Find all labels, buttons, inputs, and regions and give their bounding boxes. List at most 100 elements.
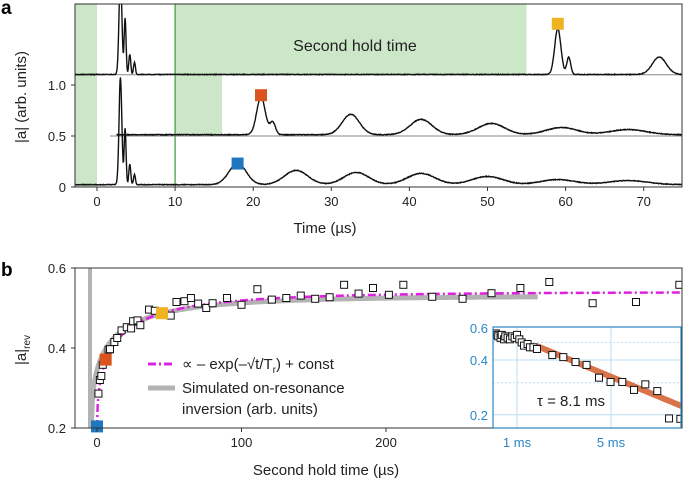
data-point xyxy=(340,280,349,289)
inset-data-point xyxy=(559,353,568,362)
panel-label-a: a xyxy=(1,0,12,19)
highlighted-point xyxy=(99,353,112,366)
y-tick-label: 0.4 xyxy=(48,341,66,356)
inset-data-point xyxy=(595,373,604,382)
x-tick-label: 20 xyxy=(246,194,260,209)
data-point xyxy=(186,294,195,302)
y-tick-label: 0.6 xyxy=(48,261,66,276)
data-point xyxy=(106,345,115,354)
shaded-region xyxy=(175,74,222,136)
x-tick-label: 40 xyxy=(402,194,416,209)
data-point xyxy=(172,298,181,306)
data-point xyxy=(399,280,408,289)
data-point xyxy=(97,372,106,380)
inset-x-tick-label: 5 ms xyxy=(597,435,626,450)
y-tick-label: 1.0 xyxy=(48,78,66,93)
x-tick-label: 50 xyxy=(480,194,494,209)
data-point xyxy=(458,294,467,303)
traces xyxy=(75,4,682,186)
data-point xyxy=(194,299,203,308)
data-point xyxy=(516,284,525,292)
inset-y-tick-label: 0.4 xyxy=(470,353,488,368)
data-point xyxy=(113,334,122,342)
trace-0 xyxy=(75,77,682,186)
inset-annotation: τ = 8.1 ms xyxy=(537,393,605,410)
legend-sim-label: Simulated on-resonance xyxy=(182,380,345,397)
inset-data-point xyxy=(606,377,615,386)
inset-data-point xyxy=(532,344,541,353)
trace-1 xyxy=(116,95,682,137)
panel-a-annotation: Second hold time xyxy=(293,38,417,55)
inset-data-point xyxy=(676,414,681,423)
inset-data-point xyxy=(665,414,674,423)
data-point xyxy=(166,311,175,320)
data-point xyxy=(354,289,363,298)
shaded-region xyxy=(175,3,527,75)
data-point xyxy=(208,299,217,308)
data-point xyxy=(631,298,640,306)
x-tick-label: 70 xyxy=(636,194,650,209)
data-point xyxy=(368,284,377,292)
data-point xyxy=(325,293,334,302)
panel-b: 0 100 200 0.2 0.4 0.6 xyxy=(48,261,683,450)
trace-marker-1 xyxy=(255,89,268,102)
data-point xyxy=(487,289,496,298)
x-tick-label: 30 xyxy=(324,194,338,209)
data-point xyxy=(311,294,320,303)
trace-2 xyxy=(75,4,682,77)
plot-frame xyxy=(74,3,683,188)
inset-data-point xyxy=(582,360,591,369)
legend: ∝ – exp(–√t/Tr) + const Simulated on-res… xyxy=(148,356,345,418)
trace-marker-2 xyxy=(551,17,564,30)
data-point xyxy=(296,291,305,300)
inset-data-point xyxy=(571,358,580,367)
data-point xyxy=(267,295,276,304)
y-tick-label: 0.5 xyxy=(48,129,66,144)
inset-data-point xyxy=(618,377,627,386)
panel-a-xlabel: Time (µs) xyxy=(293,220,356,237)
inset: 1 ms 5 ms 0.2 0.4 0.6 xyxy=(470,321,682,450)
panel-label-b: b xyxy=(1,260,13,281)
panel-b-ylabel: |a|rev xyxy=(13,335,33,365)
inset-data-point xyxy=(653,387,662,396)
data-point xyxy=(180,297,189,306)
data-point xyxy=(202,304,211,312)
data-point xyxy=(223,294,232,302)
x-tick-label: 200 xyxy=(375,435,397,450)
data-point xyxy=(588,299,597,308)
data-point xyxy=(282,294,291,302)
data-point xyxy=(675,280,682,289)
panel-a-ylabel: |a| (arb. units) xyxy=(13,51,30,143)
inset-data-point xyxy=(548,351,557,360)
x-tick-label: 60 xyxy=(558,194,572,209)
panel-a: 0 10 20 30 40 50 60 70 0 0.5 1.0 xyxy=(48,3,683,209)
data-point xyxy=(253,285,262,294)
inset-content xyxy=(493,329,681,423)
data-point xyxy=(384,290,393,299)
x-tick-label: 100 xyxy=(231,435,253,450)
panel-b-xlabel: Second hold time (µs) xyxy=(253,462,399,479)
legend-fit-label: ∝ – exp(–√t/Tr) + const xyxy=(182,356,335,376)
y-tick-label: 0 xyxy=(59,180,66,195)
inset-y-tick-label: 0.2 xyxy=(470,408,488,423)
x-tick-label: 0 xyxy=(93,435,100,450)
highlighted-point xyxy=(91,420,103,433)
data-point xyxy=(94,389,103,398)
data-point xyxy=(136,321,145,330)
inset-frame xyxy=(492,326,682,429)
inset-data-point xyxy=(630,385,639,394)
x-tick-label: 0 xyxy=(93,194,100,209)
inset-y-tick-label: 0.6 xyxy=(470,321,488,336)
shaded-region xyxy=(75,3,97,188)
data-point xyxy=(237,300,246,309)
data-point xyxy=(127,324,136,333)
data-point xyxy=(428,292,437,301)
data-point xyxy=(545,278,554,286)
highlighted-point xyxy=(156,307,169,320)
inset-x-tick-label: 1 ms xyxy=(503,435,532,450)
inset-data-point xyxy=(641,380,650,389)
y-tick-label: 0.2 xyxy=(48,421,66,436)
x-tick-label: 10 xyxy=(168,194,182,209)
trace-marker-0 xyxy=(231,157,244,170)
